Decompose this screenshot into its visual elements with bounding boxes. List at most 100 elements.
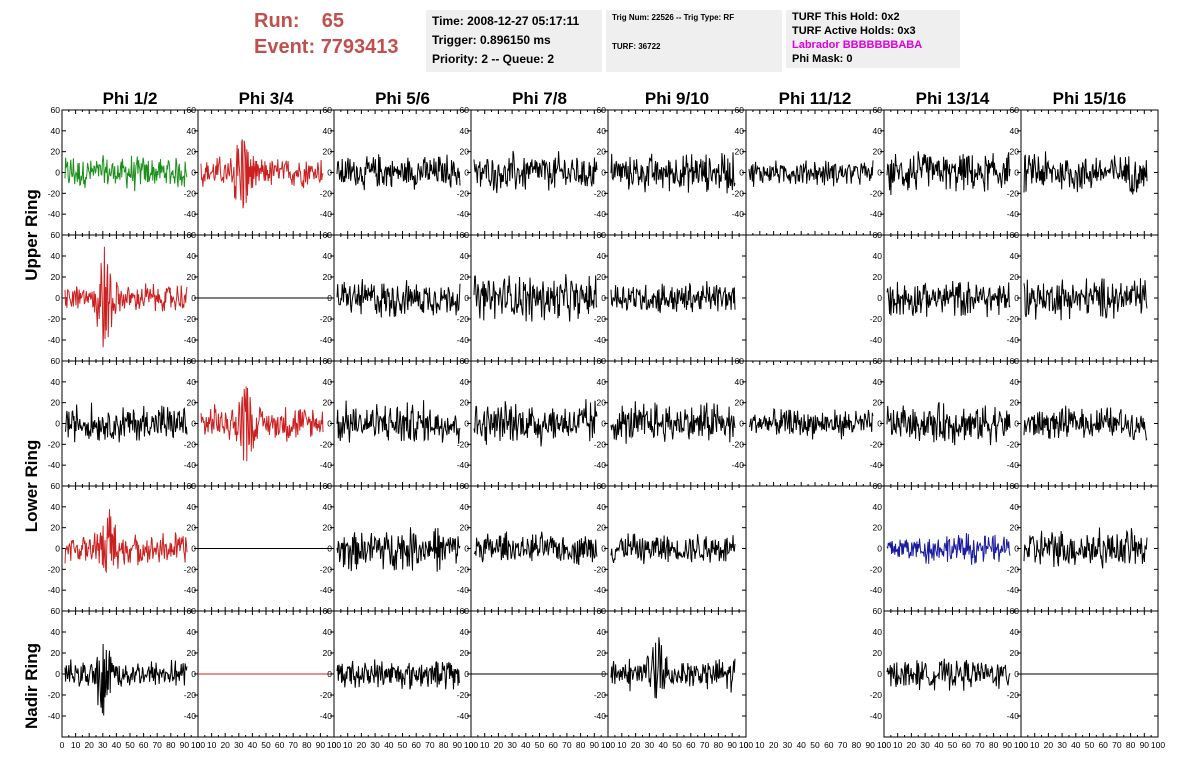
ytick-label: 0 [601,669,606,679]
ytick-label: -40 [48,460,61,470]
ytick-label: -20 [184,314,197,324]
ytick-label: 0 [191,419,196,429]
xtick-label: 100 [1151,740,1165,750]
ytick-label: 60 [187,606,197,616]
ytick-label: 60 [323,481,333,491]
ytick-label: -40 [320,209,333,219]
run-row: Run: 65 [254,8,399,34]
ytick-label: 20 [323,147,333,157]
ytick-label: 0 [601,293,606,303]
xtick-label: 90 [865,740,875,750]
xtick-label: 80 [302,740,312,750]
run-label: Run: [254,10,300,32]
ytick-label: -20 [732,439,745,449]
xtick-label: 60 [1098,740,1108,750]
ytick-label: 0 [601,419,606,429]
ytick-label: 60 [51,481,61,491]
ytick-label: -20 [594,439,607,449]
ytick-label: 60 [460,606,470,616]
xtick-label: 20 [1044,740,1054,750]
ytick-label: 60 [1010,356,1020,366]
column-header-2: Phi 3/4 [239,89,294,108]
ytick-label: 60 [597,481,607,491]
ytick-label: 0 [464,669,469,679]
ytick-label: 40 [460,126,470,136]
ytick-label: 60 [51,606,61,616]
xtick-label: 30 [645,740,655,750]
column-header-4: Phi 7/8 [512,89,567,108]
labrador-text: Labrador BBBBBBBABA [792,39,923,51]
ytick-label: 60 [1010,105,1020,115]
ytick-label: 60 [873,481,883,491]
ytick-label: 60 [460,356,470,366]
ytick-label: 20 [323,523,333,533]
ytick-label: 40 [51,377,61,387]
column-header-8: Phi 15/16 [1053,89,1127,108]
ytick-label: -20 [1007,690,1020,700]
phi-mask-text: Phi Mask: 0 [792,53,853,65]
ytick-label: 0 [877,293,882,303]
ytick-label: 0 [877,669,882,679]
xtick-label: 0 [60,740,65,750]
ytick-label: -40 [594,585,607,595]
xtick-label: 50 [948,740,958,750]
ytick-label: -40 [457,460,470,470]
xtick-label: 100 [739,740,753,750]
xtick-label: 0 [469,740,474,750]
ytick-label: 0 [191,669,196,679]
ytick-label: -40 [184,585,197,595]
ytick-label: 0 [464,544,469,554]
ytick-label: 40 [1010,627,1020,637]
ytick-label: -20 [48,439,61,449]
waveform-r4-c2 [336,659,461,690]
waveform-r1-c6 [886,280,1011,318]
ytick-label: 40 [873,627,883,637]
ytick-label: -20 [457,439,470,449]
ytick-label: 0 [191,544,196,554]
ytick-label: 40 [187,251,197,261]
ytick-label: 20 [1010,147,1020,157]
xtick-label: 60 [961,740,971,750]
waveform-r4-c0 [64,643,188,716]
ytick-label: 40 [323,627,333,637]
ytick-label: -20 [1007,314,1020,324]
ytick-label: 0 [464,419,469,429]
ytick-label: 60 [51,105,61,115]
ytick-label: -40 [1007,585,1020,595]
ytick-label: 60 [323,230,333,240]
ytick-label: 60 [873,356,883,366]
ytick-label: 20 [1010,523,1020,533]
ytick-label: 20 [187,648,197,658]
ytick-label: -20 [48,188,61,198]
ytick-label: 60 [1010,606,1020,616]
ytick-label: -40 [732,460,745,470]
ytick-label: 40 [597,627,607,637]
xtick-label: 0 [196,740,201,750]
xtick-label: 40 [248,740,258,750]
ytick-label: 0 [1014,544,1019,554]
waveform-r2-c0 [64,402,188,443]
xtick-label: 0 [1019,740,1024,750]
ytick-label: -20 [184,188,197,198]
ytick-label: -20 [48,690,61,700]
ytick-label: -40 [457,711,470,721]
time-trigger-box: Time: 2008-12-27 05:17:11 Trigger: 0.896… [426,10,602,72]
ytick-label: 60 [187,481,197,491]
active-holds-text: TURF Active Holds: 0x3 [792,25,916,37]
ytick-label: 0 [739,168,744,178]
ytick-label: 60 [597,105,607,115]
ytick-label: 0 [464,168,469,178]
waveform-r2-c2 [336,400,461,444]
ytick-label: 20 [460,398,470,408]
ytick-label: 40 [460,251,470,261]
column-header-3: Phi 5/6 [375,89,430,108]
xtick-label: 30 [920,740,930,750]
ytick-label: 60 [187,230,197,240]
waveform-r3-c4 [610,533,736,565]
xtick-label: 70 [700,740,710,750]
ytick-label: -20 [48,564,61,574]
xtick-label: 90 [180,740,190,750]
xtick-label: 60 [139,740,149,750]
ytick-label: 0 [327,544,332,554]
xtick-label: 80 [852,740,862,750]
